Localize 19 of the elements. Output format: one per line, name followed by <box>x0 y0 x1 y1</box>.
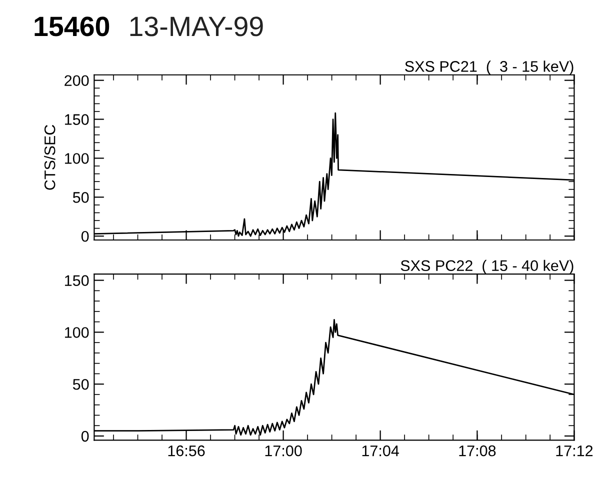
x-tick-label: 17:00 <box>265 445 302 456</box>
y-tick-label: 200 <box>64 75 89 86</box>
y-tick-label: 100 <box>65 327 89 338</box>
x-tick-label: 17:08 <box>459 445 496 456</box>
y-tick-label: 50 <box>72 378 89 390</box>
chart-title: SXS PC22 ( 15 - 40 keV) <box>400 260 574 274</box>
y-tick-label: 50 <box>72 192 89 203</box>
x-tick-label: 16:56 <box>168 445 205 456</box>
text: 13-MAY-99 <box>130 16 263 36</box>
y-tick-label: 150 <box>65 275 89 286</box>
x-tick-label: 17:12 <box>556 445 593 456</box>
y-tick-label: 0 <box>81 430 89 442</box>
text: 15460 <box>34 16 110 36</box>
x-tick-label: 17:04 <box>362 445 399 456</box>
y-axis-title: CTS/SEC <box>44 124 56 190</box>
y-tick-label: 0 <box>81 230 89 242</box>
y-tick-label: 150 <box>65 114 89 125</box>
chart-title: SXS PC21 ( 3 - 15 keV) <box>405 60 574 75</box>
y-tick-label: 100 <box>65 153 89 164</box>
